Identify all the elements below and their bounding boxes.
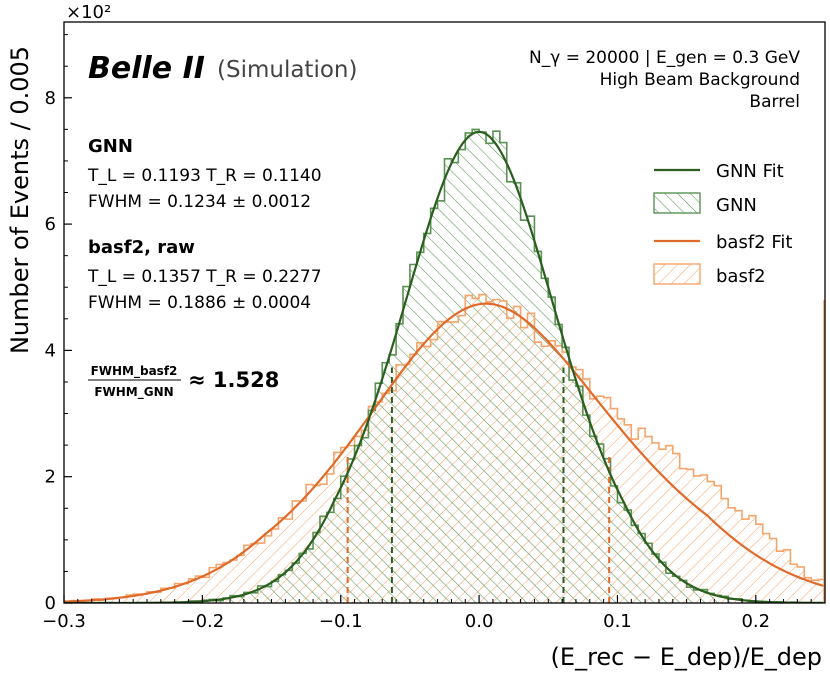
x-tick-label: 0.0 (465, 611, 494, 632)
legend-label-basf2-fit: basf2 Fit (716, 232, 792, 253)
ratio-numerator: FWHM_basf2 (91, 364, 178, 379)
y-tick-label: 0 (45, 593, 56, 614)
gnn-fwhm: FWHM = 0.1234 ± 0.0012 (88, 192, 311, 212)
ratio-denominator: FWHM_GNN (94, 385, 173, 400)
x-axis: −0.3 −0.2 −0.1 0.0 0.1 0.2 (42, 595, 812, 632)
legend-label-gnn-fit: GNN Fit (716, 161, 784, 182)
x-axis-label: (E_rec − E_dep)/E_dep (551, 643, 822, 671)
experiment-logo: Belle II (88, 51, 205, 86)
x-tick-label: −0.3 (42, 611, 86, 632)
y-tick-label: 4 (45, 340, 56, 361)
basf2-stats-title: basf2, raw (88, 237, 195, 258)
legend-label-basf2: basf2 (716, 266, 766, 287)
gnn-stats-title: GNN (88, 136, 133, 157)
plot-frame (63, 21, 826, 604)
gnn-fit-curve (64, 130, 825, 603)
legend-swatch-basf2 (653, 263, 701, 285)
x-tick-label: −0.2 (181, 611, 225, 632)
conditions-line-1: N_γ = 20000 | E_gen = 0.3 GeV (529, 48, 800, 68)
x-tick-label: 0.2 (741, 611, 770, 632)
basf2-fwhm: FWHM = 0.1886 ± 0.0004 (88, 293, 311, 313)
conditions-line-3: Barrel (749, 92, 800, 112)
simulation-tag: (Simulation) (217, 57, 357, 83)
gnn-hist-fill (64, 129, 825, 603)
basf2-tails: T_L = 0.1357 T_R = 0.2277 (87, 267, 322, 287)
legend: GNN Fit GNN basf2 Fit basf2 (653, 161, 792, 287)
y-multiplier: ×10² (66, 2, 111, 23)
y-tick-label: 2 (45, 467, 56, 488)
y-axis-label: Number of Events / 0.005 (6, 46, 34, 354)
conditions-line-2: High Beam Background (600, 70, 800, 90)
y-axis: 0 2 4 6 8 (45, 34, 72, 614)
y-tick-label: 8 (45, 88, 56, 109)
legend-label-gnn: GNN (716, 195, 757, 216)
x-tick-label: −0.1 (319, 611, 363, 632)
legend-swatch-gnn (653, 192, 701, 214)
x-tick-label: 0.1 (603, 611, 632, 632)
y-tick-label: 6 (45, 214, 56, 235)
ratio-value: ≈ 1.528 (188, 368, 279, 392)
basf2-fit-curve (64, 302, 825, 603)
gnn-tails: T_L = 0.1193 T_R = 0.1140 (87, 166, 322, 186)
